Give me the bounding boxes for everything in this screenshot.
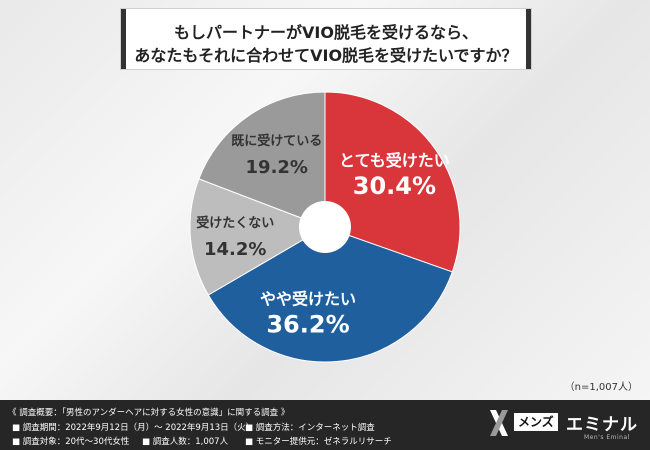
survey-period: ■ 調査期間：2022年9月12日（月）～ 2022年9月13日（火） [12, 423, 255, 433]
brand-subtitle: Men's Eminal [584, 434, 630, 441]
brand-name: エミナル [566, 415, 638, 435]
chart-title-box: もしパートナーがVIO脱毛を受けるなら、 あなたもそれに合わせてVIO脱毛を受け… [120, 8, 532, 70]
brand-logo: メンズ エミナル Men's Eminal [488, 404, 643, 446]
donut-chart: とても受けたい 30.4% やや受けたい 36.2% 受けたくない 14.2% 既に受けてい… [189, 91, 461, 363]
slice-very-want [324, 91, 461, 273]
survey-title: 《 調査概要：「男性のアンダーヘアに対する女性の意識」に関する調査 》 [8, 408, 290, 418]
slice-already [198, 91, 326, 228]
brand-mark-icon [490, 410, 508, 436]
slice-value-somewhat-want: 36.2% [266, 311, 349, 339]
slice-label-somewhat-want: やや受けたい [260, 290, 356, 309]
slice-value-not-want: 14.2% [204, 239, 266, 260]
sample-size-note: （n=1,007人） [564, 382, 638, 393]
slice-label-not-want: 受けたくない [196, 215, 274, 231]
slice-not-want [189, 178, 327, 296]
title-accent-left [121, 9, 126, 69]
brand-box-text: メンズ [514, 413, 558, 431]
survey-count: ■ 調査人数：1,007人 [142, 437, 229, 447]
slice-label-already: 既に受けている [231, 133, 322, 149]
chart-title-line1: もしパートナーがVIO脱毛を受けるなら、 [174, 23, 478, 42]
donut-hole [299, 201, 351, 253]
slice-somewhat-want [207, 226, 453, 363]
survey-method: ■ 調査方法：インターネット調査 [245, 423, 375, 433]
slice-value-very-want: 30.4% [353, 172, 436, 200]
survey-provider: ■ モニター提供元：ゼネラルリサーチ [245, 437, 392, 447]
survey-target: ■ 調査対象：20代～30代女性 [12, 437, 130, 447]
slice-value-already: 19.2% [246, 157, 308, 178]
slice-label-very-want: とても受けたい [339, 151, 450, 170]
title-accent-right [526, 9, 531, 69]
chart-title-line2: あなたもそれに合わせてVIO脱毛を受けたいですか？ [134, 46, 518, 65]
